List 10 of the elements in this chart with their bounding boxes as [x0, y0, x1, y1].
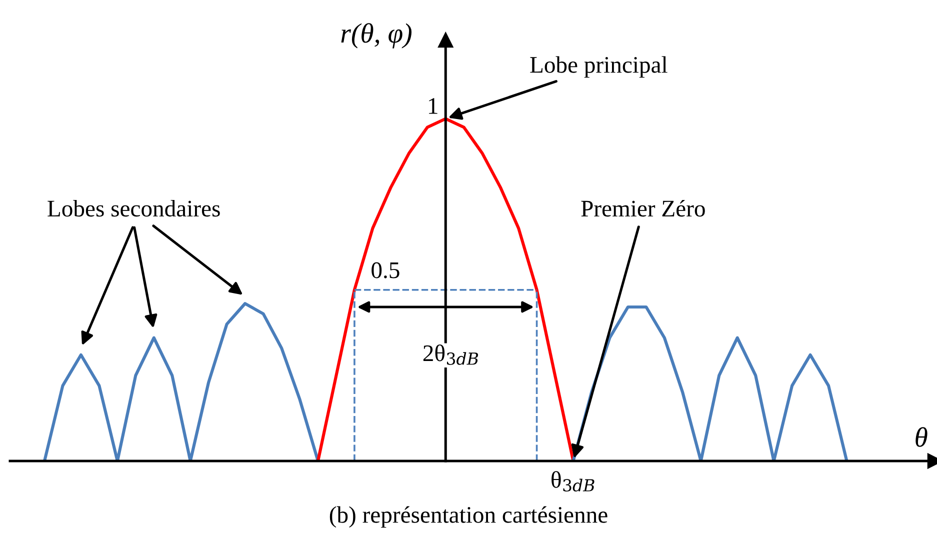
annotation: Premier Zéro — [581, 200, 705, 217]
annotation: 2θ$_{3dB}$ — [423, 344, 478, 365]
y-axis-title: r(θ, φ) — [341, 23, 412, 48]
text: θ$_{3dB}$ — [552, 471, 594, 492]
annotation: 0.5 — [372, 262, 400, 278]
text: Lobe principal — [530, 56, 668, 78]
text: 1 — [429, 98, 438, 114]
annotation: Lobes secondaires — [48, 200, 220, 217]
text: (b) représentation cartésienne — [330, 506, 608, 528]
x-axis-title: θ — [916, 427, 928, 447]
